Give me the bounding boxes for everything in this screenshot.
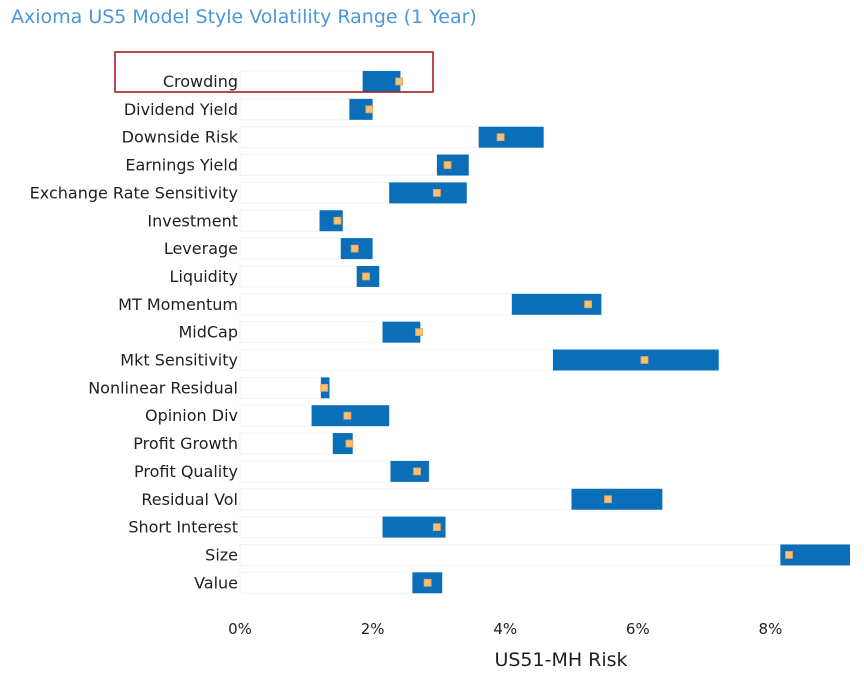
category-label-value: Value (194, 573, 238, 592)
range-bars (311, 71, 850, 594)
bar-downside-risk (478, 126, 544, 148)
category-label-nonlinear-residual: Nonlinear Residual (88, 378, 238, 397)
bar-dividend-yield (349, 98, 373, 120)
marker-short-interest (433, 523, 441, 531)
marker-residual-vol (604, 495, 612, 504)
category-label-size: Size (205, 545, 238, 564)
category-labels: Crowding Dividend Yield Downside Risk Earni… (30, 72, 239, 592)
bar-exchange-rate-sensitivity (389, 182, 467, 204)
track-dividend-yield (239, 98, 350, 121)
category-label-crowding: Crowding (163, 72, 238, 91)
track-downside-risk (239, 126, 480, 149)
x-axis-title: US51-MH Risk (494, 649, 627, 671)
marker-investment (333, 216, 342, 225)
track-nonlinear-residual (239, 376, 322, 399)
marker-crowding (395, 77, 404, 86)
track-mkt-sensitivity (239, 349, 554, 371)
background-tracks (239, 70, 781, 594)
bar-mkt-sensitivity (552, 349, 719, 371)
bar-earnings-yield (436, 154, 469, 176)
category-label-residual-vol: Residual Vol (141, 490, 238, 509)
bar-residual-vol (571, 488, 663, 510)
category-label-downside-risk: Downside Risk (122, 128, 239, 147)
track-mt-momentum (239, 293, 513, 316)
category-label-profit-growth: Profit Growth (133, 434, 238, 453)
track-value (239, 571, 413, 594)
track-liquidity (239, 265, 358, 288)
track-short-interest (239, 516, 384, 539)
x-tick-label: 4% (493, 620, 517, 638)
category-label-earnings-yield: Earnings Yield (125, 156, 238, 175)
marker-dividend-yield (365, 105, 374, 114)
x-axis-ticks: 0% 2% 4% 6% 8% (228, 620, 782, 638)
x-tick-label: 8% (759, 620, 783, 638)
marker-profit-growth (345, 439, 354, 448)
marker-midcap (415, 328, 423, 337)
marker-downside-risk (496, 133, 505, 142)
marker-profit-quality (413, 467, 421, 476)
marker-exchange-rate-sensitivity (433, 188, 441, 197)
category-label-midcap: MidCap (178, 323, 238, 342)
track-profit-quality (239, 460, 392, 483)
track-crowding (239, 70, 364, 93)
track-opinion-div (239, 404, 313, 427)
category-label-profit-quality: Profit Quality (134, 462, 238, 481)
bar-investment (319, 210, 343, 232)
marker-mt-momentum (584, 300, 592, 309)
track-exchange-rate-sensitivity (239, 181, 390, 204)
category-label-exchange-rate-sensitivity: Exchange Rate Sensitivity (30, 183, 238, 202)
bar-size (780, 544, 850, 566)
track-earnings-yield (239, 154, 438, 177)
marker-opinion-div (343, 411, 352, 420)
chart-title: Axioma US5 Model Style Volatility Range … (11, 6, 477, 28)
bar-profit-quality (390, 460, 429, 482)
track-leverage (239, 237, 342, 260)
marker-size (785, 551, 793, 559)
bar-mt-momentum (511, 293, 602, 315)
category-label-mt-momentum: MT Momentum (118, 295, 238, 314)
x-tick-label: 6% (626, 620, 650, 638)
marker-earnings-yield (443, 161, 452, 169)
marker-nonlinear-residual (320, 383, 329, 392)
x-tick-label: 2% (361, 620, 385, 638)
category-label-investment: Investment (147, 211, 238, 230)
bar-short-interest (382, 516, 446, 538)
track-midcap (239, 321, 384, 344)
category-label-leverage: Leverage (164, 239, 238, 258)
category-label-dividend-yield: Dividend Yield (124, 100, 238, 119)
category-label-mkt-sensitivity: Mkt Sensitivity (120, 351, 238, 370)
category-label-short-interest: Short Interest (128, 518, 238, 537)
marker-leverage (350, 244, 359, 253)
track-size (239, 543, 781, 566)
marker-liquidity (362, 272, 370, 281)
category-label-liquidity: Liquidity (170, 267, 238, 286)
track-investment (239, 209, 321, 232)
bar-profit-growth (332, 433, 353, 455)
marker-value (423, 578, 432, 587)
category-label-opinion-div: Opinion Div (145, 406, 238, 425)
x-tick-label: 0% (228, 620, 252, 638)
track-profit-growth (239, 432, 334, 455)
track-residual-vol (239, 488, 573, 511)
bar-midcap (382, 321, 421, 343)
highlight-box (114, 51, 434, 93)
current-markers (320, 77, 793, 587)
bar-crowding (362, 71, 401, 92)
marker-mkt-sensitivity (640, 356, 649, 364)
